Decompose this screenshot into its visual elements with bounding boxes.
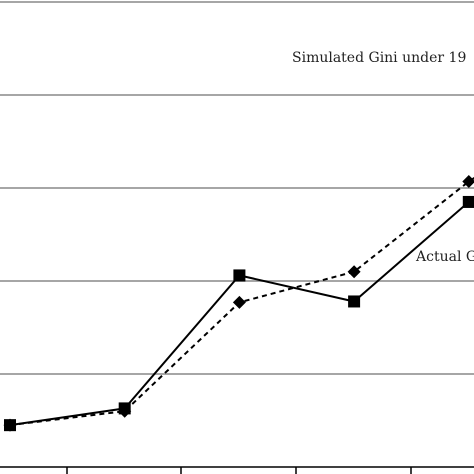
x-axis (0, 466, 474, 474)
data-point (462, 174, 474, 188)
series-line-2 (9, 200, 474, 427)
data-point (4, 419, 16, 432)
gridlines (0, 1, 474, 375)
annotations: Simulated Gini under 19 Actual G (292, 50, 474, 265)
series-annotation: Simulated Gini under 19 (292, 50, 466, 66)
data-point (347, 265, 361, 279)
series-annotation: Actual G (415, 249, 474, 265)
series-group (3, 174, 474, 432)
data-point (233, 269, 246, 282)
series-line-1 (9, 176, 474, 427)
data-point (348, 295, 361, 308)
data-point (462, 195, 474, 208)
data-point (118, 402, 131, 415)
data-point (232, 295, 246, 309)
